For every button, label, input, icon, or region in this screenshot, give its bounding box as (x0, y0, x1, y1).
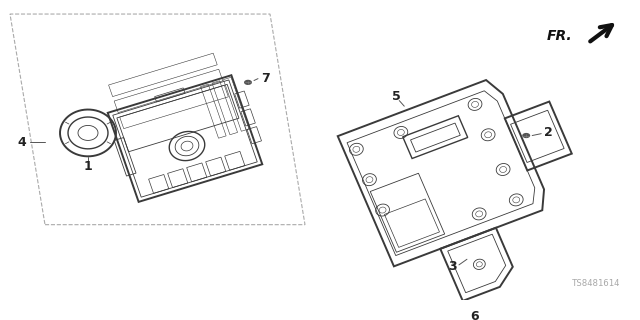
Text: TS8481614: TS8481614 (572, 279, 620, 288)
Polygon shape (487, 301, 495, 306)
Text: 2: 2 (544, 126, 552, 139)
Polygon shape (522, 133, 530, 138)
Text: 3: 3 (449, 260, 457, 273)
Text: 6: 6 (470, 310, 479, 320)
Text: 5: 5 (392, 90, 401, 103)
Text: 4: 4 (18, 136, 26, 149)
Text: 1: 1 (84, 160, 92, 173)
Polygon shape (244, 80, 252, 85)
Text: FR.: FR. (547, 28, 572, 43)
Text: 7: 7 (260, 72, 269, 85)
